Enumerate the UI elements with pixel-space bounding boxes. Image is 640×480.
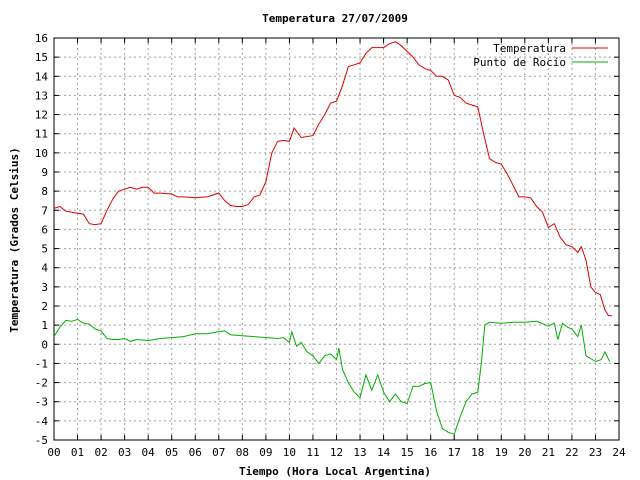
- x-tick-label: 07: [212, 446, 225, 459]
- y-tick-label: 12: [35, 109, 48, 122]
- x-tick-label: 16: [424, 446, 437, 459]
- x-tick-label: 02: [94, 446, 107, 459]
- x-tick-label: 06: [189, 446, 202, 459]
- legend-label-punto-de-rocio: Punto de Rocío: [473, 56, 566, 69]
- x-tick-label: 10: [283, 446, 296, 459]
- y-tick-label: 10: [35, 147, 48, 160]
- series-line-temperatura: [53, 41, 612, 317]
- x-tick-label: 09: [259, 446, 272, 459]
- series-line-punto-de-rocio: [53, 318, 611, 435]
- y-tick-label: 15: [35, 51, 48, 64]
- y-tick-label: -5: [35, 434, 48, 447]
- x-tick-label: 18: [471, 446, 484, 459]
- x-tick-label: 22: [565, 446, 578, 459]
- y-tick-label: -4: [35, 415, 49, 428]
- x-tick-label: 12: [330, 446, 343, 459]
- y-tick-label: 14: [35, 70, 49, 83]
- x-tick-label: 01: [71, 446, 84, 459]
- y-axis-label: Temperatura (Grados Celsius): [8, 147, 21, 332]
- y-tick-label: 16: [35, 32, 48, 45]
- x-tick-label: 21: [542, 446, 555, 459]
- ticks: 00 01 02 03 04 05 06 07 08 09 10 11 12 13 14 15 16 17 18 19…: [35, 32, 626, 459]
- y-tick-label: 2: [41, 300, 48, 313]
- x-tick-label: 13: [353, 446, 366, 459]
- series-layer: [53, 41, 612, 435]
- x-tick-label: 05: [165, 446, 178, 459]
- chart-title: Temperatura 27/07/2009: [262, 12, 408, 25]
- x-tick-label: 03: [118, 446, 131, 459]
- x-tick-label: 00: [47, 446, 60, 459]
- y-tick-label: 13: [35, 89, 48, 102]
- x-tick-label: 14: [377, 446, 391, 459]
- y-tick-label: 4: [41, 262, 48, 275]
- x-tick-label: 11: [306, 446, 319, 459]
- x-tick-label: 23: [589, 446, 602, 459]
- grid: [54, 38, 619, 440]
- x-tick-label: 20: [518, 446, 531, 459]
- x-axis-label: Tiempo (Hora Local Argentina): [239, 465, 431, 478]
- y-tick-label: 5: [41, 243, 48, 256]
- x-tick-label: 24: [612, 446, 626, 459]
- x-tick-label: 17: [448, 446, 461, 459]
- y-tick-label: 1: [41, 319, 48, 332]
- x-tick-label: 08: [236, 446, 249, 459]
- y-tick-label: 8: [41, 185, 48, 198]
- y-tick-label: 0: [41, 338, 48, 351]
- y-tick-label: -3: [35, 396, 48, 409]
- y-tick-label: 11: [35, 128, 48, 141]
- y-tick-label: -1: [35, 357, 48, 370]
- y-tick-label: 9: [41, 166, 48, 179]
- y-tick-label: 3: [41, 281, 48, 294]
- x-tick-label: 19: [495, 446, 508, 459]
- x-tick-label: 04: [142, 446, 156, 459]
- y-tick-label: 7: [41, 204, 48, 217]
- y-tick-label: -2: [35, 377, 48, 390]
- legend-label-temperatura: Temperatura: [493, 42, 566, 55]
- y-tick-label: 6: [41, 223, 48, 236]
- x-tick-label: 15: [401, 446, 414, 459]
